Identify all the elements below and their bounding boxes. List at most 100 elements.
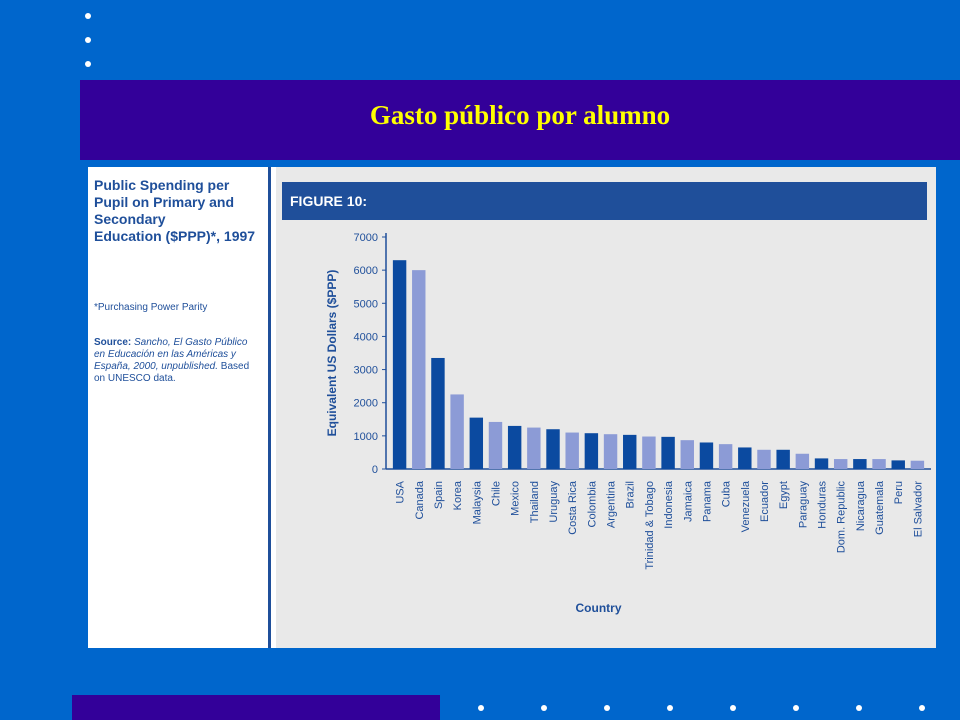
x-tick-labels: USA Canada Spain Korea Malaysia Chile Mexico Th… [395,480,925,570]
x-tick-label: Argentina [606,480,618,528]
heading-line: Secondary [94,211,166,227]
x-tick-label: Brazil [625,481,637,509]
x-tick-label: USA [395,480,407,503]
bar-indonesia [661,436,675,469]
bar-brazil [623,434,637,469]
y-tick-label: 1000 [354,431,378,443]
y-tick-label: 7000 [354,232,378,244]
heading-line: Education ($PPP)*, 1997 [94,228,256,244]
x-tick-label: Chile [490,481,502,506]
heading-line: Pupil on Primary and [94,194,235,210]
decorative-dot [541,705,547,711]
chart-area: FIGURE 10: 0 1000 2000 3000 4000 5000 6000 7000… [276,167,936,648]
bar-usa [392,260,407,469]
bar-malaysia [469,417,484,469]
y-tick-label: 6000 [354,265,378,277]
decorative-dot [856,705,862,711]
source-label: Source: [94,337,132,348]
source-text: en Educación en las Américas y [94,349,236,360]
x-tick-label: Venezuela [740,480,752,532]
bar-guatemala [872,459,886,469]
bar-canada [412,270,426,469]
footer-band [72,695,440,720]
x-tick-label: Paraguay [797,481,809,529]
decorative-dot [730,705,736,711]
bar-mexico [507,425,522,469]
x-tick-label: Indonesia [663,480,675,529]
figure-caption-panel: Public Spending per Pupil on Primary and… [88,167,268,648]
x-tick-label: El Salvador [912,481,924,538]
source-tail: Based [220,361,250,372]
y-axis-label: Equivalent US Dollars ($PPP) [325,270,339,437]
bar-colombia [584,433,599,469]
bar-chile [488,421,503,469]
bar-honduras [814,458,829,469]
x-axis-label: Country [576,601,622,615]
x-tick-label: Uruguay [548,481,560,523]
figure-source: Source: Sancho, El Gasto Público en Educ… [94,337,266,385]
bar-chart: 0 1000 2000 3000 4000 5000 6000 7000 USA Canada S… [325,232,931,615]
x-tick-label: Peru [893,481,905,504]
x-tick-label: Cuba [721,480,733,507]
decorative-dot [793,705,799,711]
bar-egypt [776,449,790,469]
source-text: España, 2000, unpublished. [94,361,218,372]
figure-header: FIGURE 10: [282,182,927,220]
figure-heading: Public Spending per Pupil on Primary and… [94,177,266,245]
x-tick-label: Egypt [778,481,790,509]
x-tick-label: Canada [414,480,426,519]
x-tick-label: Malaysia [471,480,483,524]
figure-panel: Public Spending per Pupil on Primary and… [88,167,936,648]
bar-costa-rica [565,432,579,469]
y-ticks: 0 1000 2000 3000 4000 5000 6000 7000 [354,232,386,476]
heading-line: Public Spending per [94,177,230,193]
x-tick-label: Dom. Republic [836,481,848,554]
x-tick-label: Jamaica [682,480,694,522]
y-tick-label: 4000 [354,331,378,343]
y-tick-label: 5000 [354,298,378,310]
bar-nicaragua [853,459,867,469]
decorative-dot [85,13,91,19]
x-tick-label: Trinidad & Tobago [644,481,656,570]
decorative-dot [85,61,91,67]
x-tick-label: Honduras [817,481,829,529]
bar-el-salvador [910,460,925,469]
x-tick-label: Mexico [510,481,522,516]
bar-dom-republic [833,459,848,469]
y-tick-label: 3000 [354,365,378,377]
bar-paraguay [795,453,810,469]
decorative-dot [478,705,484,711]
bar-panama [699,442,714,469]
bar-cuba [718,444,733,469]
axes [385,233,931,470]
bar-korea [450,394,464,469]
bar-spain [431,357,445,469]
bar-thailand [527,427,541,469]
x-tick-label: Spain [433,481,445,509]
x-tick-label: Ecuador [759,481,771,522]
x-tick-label: Panama [701,480,713,522]
panel-divider [268,167,271,648]
y-tick-label: 2000 [354,398,378,410]
y-tick-label: 0 [372,464,378,476]
bar-ecuador [757,449,771,469]
decorative-dot [604,705,610,711]
x-tick-label: Guatemala [874,480,886,535]
x-tick-label: Thailand [529,481,541,523]
title-band: Gasto público por alumno [80,80,960,160]
decorative-dot [85,37,91,43]
slide-title: Gasto público por alumno [369,100,671,130]
figure-note: *Purchasing Power Parity [94,302,208,313]
source-tail: on UNESCO data. [94,373,176,384]
bars [392,260,925,469]
figure-label: FIGURE 10: [290,193,368,209]
bar-venezuela [738,447,752,469]
x-tick-label: Nicaragua [855,480,867,531]
bar-argentina [603,434,618,469]
bar-uruguay [546,429,560,469]
x-tick-label: Korea [452,480,464,510]
bar-jamaica [680,440,694,469]
decorative-dot [667,705,673,711]
bar-trinidad-tobago [642,436,656,469]
bar-peru [891,460,905,469]
